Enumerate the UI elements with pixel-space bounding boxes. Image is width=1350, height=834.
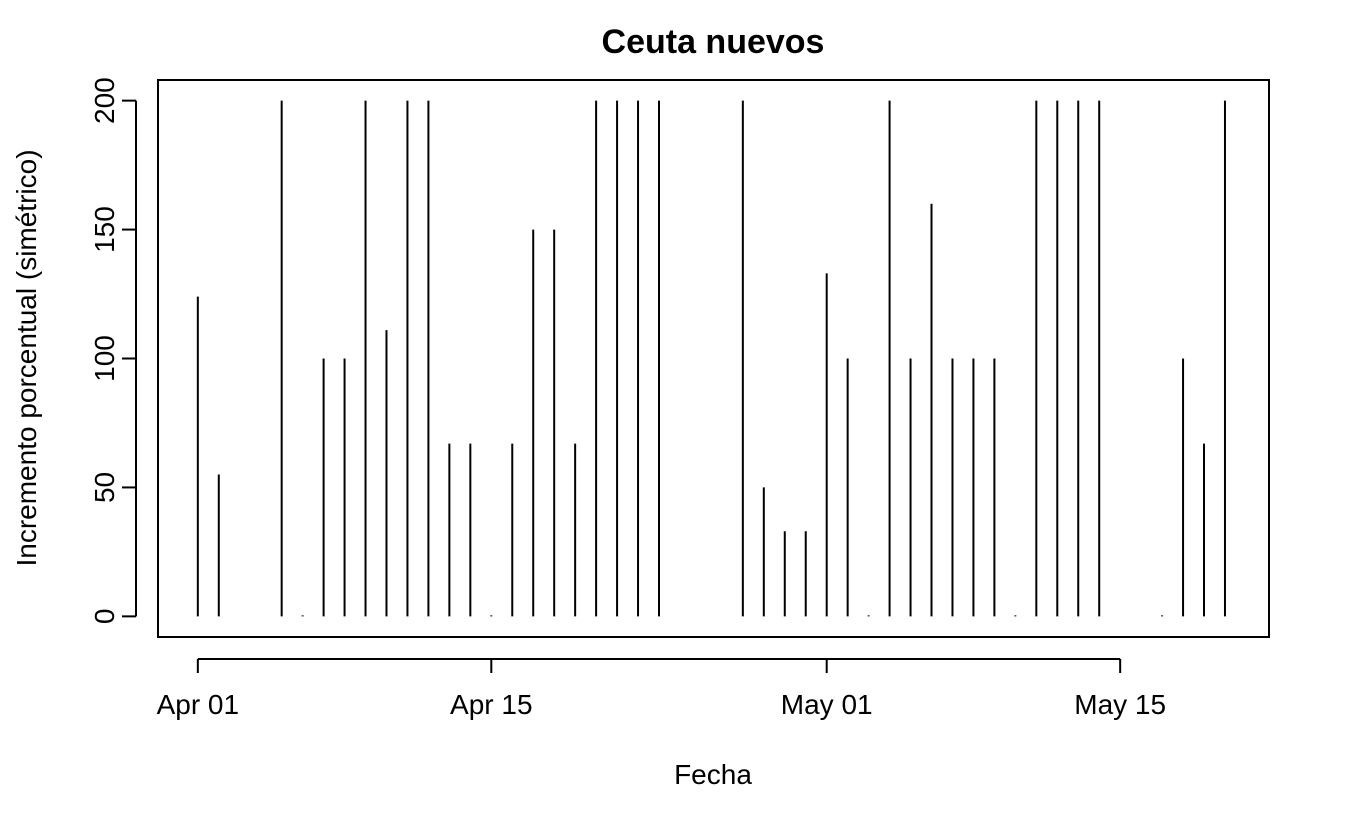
y-tick-label: 200 bbox=[89, 77, 120, 124]
x-tick-label: Apr 01 bbox=[157, 689, 240, 720]
y-axis-label: Incremento porcentual (simétrico) bbox=[11, 149, 42, 566]
y-tick-label: 150 bbox=[89, 206, 120, 253]
x-tick-label: May 01 bbox=[781, 689, 873, 720]
y-tick-label: 100 bbox=[89, 335, 120, 382]
y-axis: 0 50 100 150 200 bbox=[89, 77, 136, 624]
x-tick-label: May 15 bbox=[1074, 689, 1166, 720]
bars-group bbox=[198, 101, 1225, 617]
x-axis-label: Fecha bbox=[674, 759, 752, 790]
y-tick-label: 0 bbox=[89, 609, 120, 625]
x-tick-label: Apr 15 bbox=[450, 689, 533, 720]
chart-title: Ceuta nuevos bbox=[602, 23, 825, 61]
y-tick-label: 50 bbox=[89, 472, 120, 503]
plot-area-frame bbox=[158, 80, 1269, 637]
x-axis: Apr 01 Apr 15 May 01 May 15 bbox=[157, 659, 1167, 720]
